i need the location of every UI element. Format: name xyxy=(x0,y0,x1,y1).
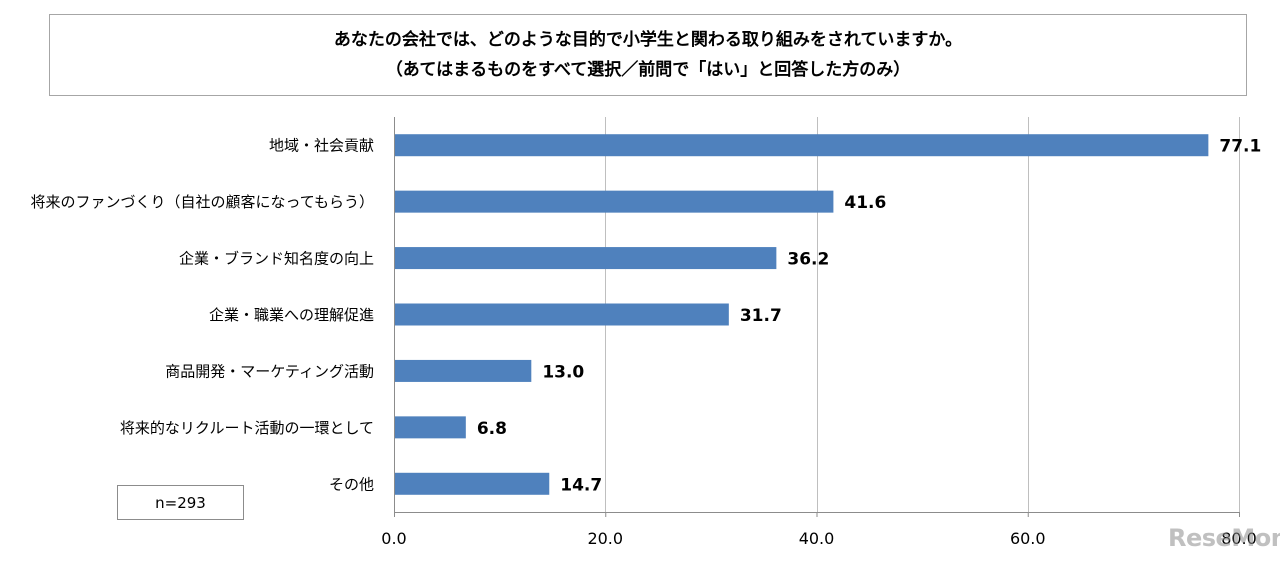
x-tick-label: 80.0 xyxy=(1221,529,1257,548)
bar xyxy=(394,190,834,213)
bar xyxy=(394,134,1209,157)
x-tick-label: 40.0 xyxy=(799,529,835,548)
sample-size-label: n=293 xyxy=(155,493,206,512)
chart-title-box: あなたの会社では、どのような目的で小学生と関わる取り組みをされていますか。 （あ… xyxy=(49,14,1247,96)
data-label: 31.7 xyxy=(740,306,782,326)
category-label: 将来のファンづくり（自社の顧客になってもらう） xyxy=(30,193,374,211)
data-label: 6.8 xyxy=(477,419,507,439)
category-label: 企業・ブランド知名度の向上 xyxy=(179,250,374,268)
bar xyxy=(394,416,466,439)
x-tick-label: 60.0 xyxy=(1010,529,1046,548)
data-label: 13.0 xyxy=(542,362,584,382)
chart-title-line2: （あてはまるものをすべて選択／前問で「はい」と回答した方のみ） xyxy=(385,60,911,80)
x-tick-label: 0.0 xyxy=(381,529,406,548)
category-label: 地域・社会貢献 xyxy=(269,137,374,155)
data-label: 77.1 xyxy=(1219,137,1261,157)
data-label: 41.6 xyxy=(844,193,886,213)
watermark-logo: ReseMom xyxy=(1168,524,1280,552)
category-label: 商品開発・マーケティング活動 xyxy=(165,362,374,380)
category-label: その他 xyxy=(329,475,374,493)
sample-size-box: n=293 xyxy=(117,485,244,520)
x-tick-label: 20.0 xyxy=(587,529,623,548)
bar xyxy=(394,247,777,270)
chart-title-line1: あなたの会社では、どのような目的で小学生と関わる取り組みをされていますか。 xyxy=(333,30,963,50)
data-label: 36.2 xyxy=(787,250,829,270)
bar xyxy=(394,359,532,382)
bar xyxy=(394,472,550,495)
data-label: 14.7 xyxy=(560,475,602,495)
category-label: 企業・職業への理解促進 xyxy=(209,306,374,324)
category-label: 将来的なリクルート活動の一環として xyxy=(120,419,374,437)
bar xyxy=(394,303,729,326)
